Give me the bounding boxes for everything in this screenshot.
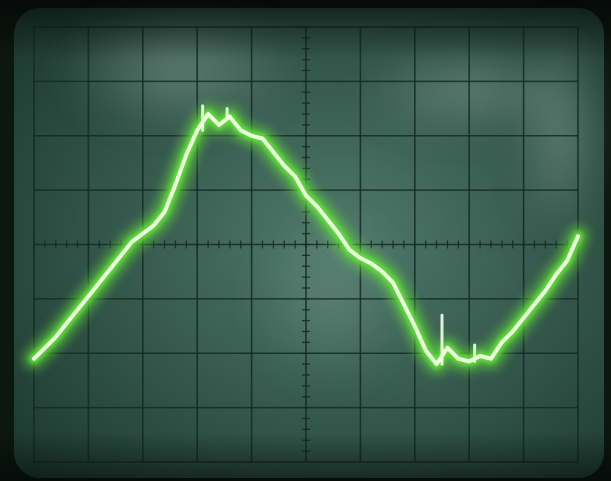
oscilloscope-photo [0,0,611,481]
photo-vignette [0,0,611,481]
oscilloscope-screen [0,0,611,481]
